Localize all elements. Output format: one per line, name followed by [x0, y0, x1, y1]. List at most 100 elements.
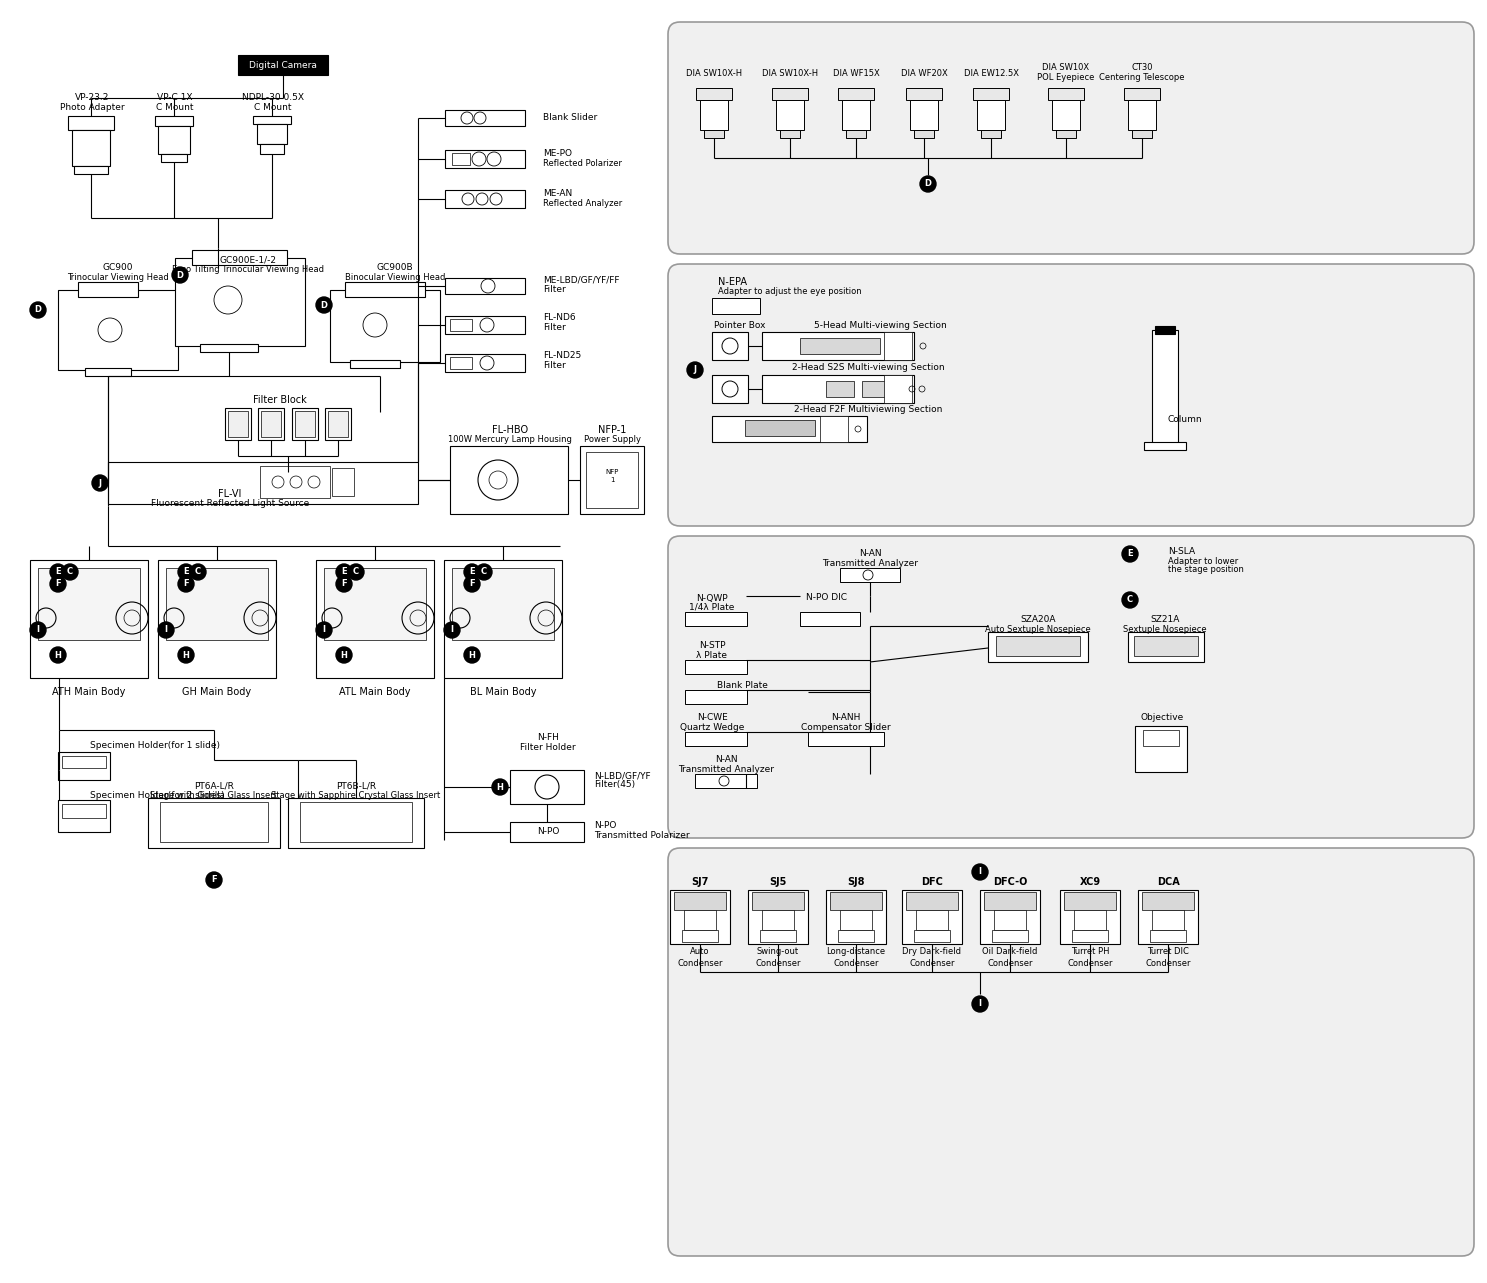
Bar — [161, 802, 268, 842]
Bar — [996, 636, 1080, 656]
Circle shape — [51, 647, 65, 663]
Text: XC9: XC9 — [1080, 878, 1100, 887]
Text: E: E — [55, 567, 61, 576]
Bar — [1132, 130, 1152, 139]
Bar — [915, 930, 950, 942]
Circle shape — [190, 565, 207, 580]
Text: Filter Holder: Filter Holder — [520, 744, 575, 753]
Bar — [1138, 890, 1199, 944]
Text: DIA SW10X-H: DIA SW10X-H — [686, 68, 742, 77]
Bar — [981, 130, 1001, 139]
Circle shape — [1123, 591, 1138, 608]
Bar — [1142, 892, 1194, 910]
Bar — [703, 130, 724, 139]
Circle shape — [30, 622, 46, 638]
Text: FL-ND25: FL-ND25 — [543, 352, 581, 361]
Bar — [683, 930, 718, 942]
Circle shape — [51, 565, 65, 580]
Text: Stage with Gorilla Glass Insert: Stage with Gorilla Glass Insert — [150, 790, 278, 799]
Bar — [451, 319, 471, 331]
Bar — [1129, 633, 1204, 662]
Text: Oil Dark-field: Oil Dark-field — [983, 948, 1038, 957]
Bar — [840, 910, 871, 930]
Bar — [199, 344, 259, 352]
Text: I: I — [165, 626, 168, 635]
Bar — [225, 408, 251, 440]
Bar — [674, 892, 726, 910]
Text: N-QWP: N-QWP — [696, 594, 727, 603]
Text: J: J — [693, 366, 696, 375]
Text: SJ5: SJ5 — [769, 878, 787, 887]
FancyBboxPatch shape — [668, 848, 1474, 1256]
Text: I: I — [451, 626, 454, 635]
Bar — [77, 282, 138, 296]
Circle shape — [317, 622, 332, 638]
Text: E: E — [1127, 549, 1133, 558]
Bar — [686, 690, 746, 704]
Text: Quartz Wedge: Quartz Wedge — [680, 722, 744, 731]
Text: C: C — [1127, 595, 1133, 604]
Bar — [324, 568, 425, 640]
Text: Column: Column — [1167, 416, 1203, 425]
Circle shape — [920, 176, 935, 192]
Text: GC900E-1/-2: GC900E-1/-2 — [220, 255, 277, 264]
Text: Condenser: Condenser — [755, 958, 801, 967]
Text: Ergo Tilting Trinocular Viewing Head: Ergo Tilting Trinocular Viewing Head — [172, 266, 324, 275]
Text: Filter Block: Filter Block — [253, 395, 306, 405]
Text: N-PO: N-PO — [537, 828, 559, 837]
Text: Turret PH: Turret PH — [1071, 948, 1109, 957]
Text: GC900: GC900 — [103, 263, 134, 272]
Text: C: C — [480, 567, 488, 576]
Bar — [1060, 890, 1120, 944]
Bar — [883, 375, 912, 403]
Bar — [238, 55, 329, 74]
Text: FL-HBO: FL-HBO — [492, 425, 528, 435]
Text: N-CWE: N-CWE — [696, 713, 727, 722]
Bar — [1124, 89, 1160, 100]
Bar — [260, 466, 330, 498]
Circle shape — [92, 475, 109, 491]
Text: Transmitted Polarizer: Transmitted Polarizer — [593, 830, 690, 839]
Bar — [839, 89, 874, 100]
Circle shape — [178, 576, 193, 591]
Circle shape — [178, 565, 193, 580]
Bar — [58, 752, 110, 780]
Text: SJ7: SJ7 — [691, 878, 709, 887]
Text: PT6B-L/R: PT6B-L/R — [336, 781, 376, 790]
Text: DIA SW10X-H: DIA SW10X-H — [761, 68, 818, 77]
Text: ATL Main Body: ATL Main Body — [339, 686, 410, 697]
Bar — [700, 100, 729, 130]
Text: N-AN: N-AN — [858, 549, 882, 558]
Circle shape — [317, 296, 332, 313]
Text: F: F — [470, 580, 474, 589]
Text: Blank Plate: Blank Plate — [717, 681, 767, 690]
Bar — [906, 892, 958, 910]
Text: ME-LBD/GF/YF/FF: ME-LBD/GF/YF/FF — [543, 276, 620, 285]
Bar — [1152, 330, 1178, 448]
Bar — [332, 468, 354, 497]
Bar — [452, 153, 470, 166]
Bar — [686, 733, 746, 745]
Bar — [445, 110, 525, 126]
Text: H: H — [183, 650, 189, 659]
Text: F: F — [183, 580, 189, 589]
Text: H: H — [341, 650, 348, 659]
Bar — [1152, 910, 1184, 930]
Text: N-STP: N-STP — [699, 642, 726, 650]
Circle shape — [158, 622, 174, 638]
Bar — [1065, 892, 1117, 910]
Bar — [1056, 130, 1077, 139]
Bar — [694, 774, 757, 788]
Bar — [329, 411, 348, 438]
Bar — [772, 89, 807, 100]
Bar — [445, 354, 525, 372]
Text: λ Plate: λ Plate — [696, 650, 727, 659]
Bar — [819, 416, 848, 443]
Text: DIA SW10X: DIA SW10X — [1042, 63, 1090, 73]
Bar — [825, 381, 854, 396]
Text: Digital Camera: Digital Camera — [248, 62, 317, 71]
Text: FL-VI: FL-VI — [219, 489, 242, 499]
Bar — [807, 733, 883, 745]
Text: Long-distance: Long-distance — [827, 948, 886, 957]
Text: N-SLA: N-SLA — [1167, 548, 1196, 557]
